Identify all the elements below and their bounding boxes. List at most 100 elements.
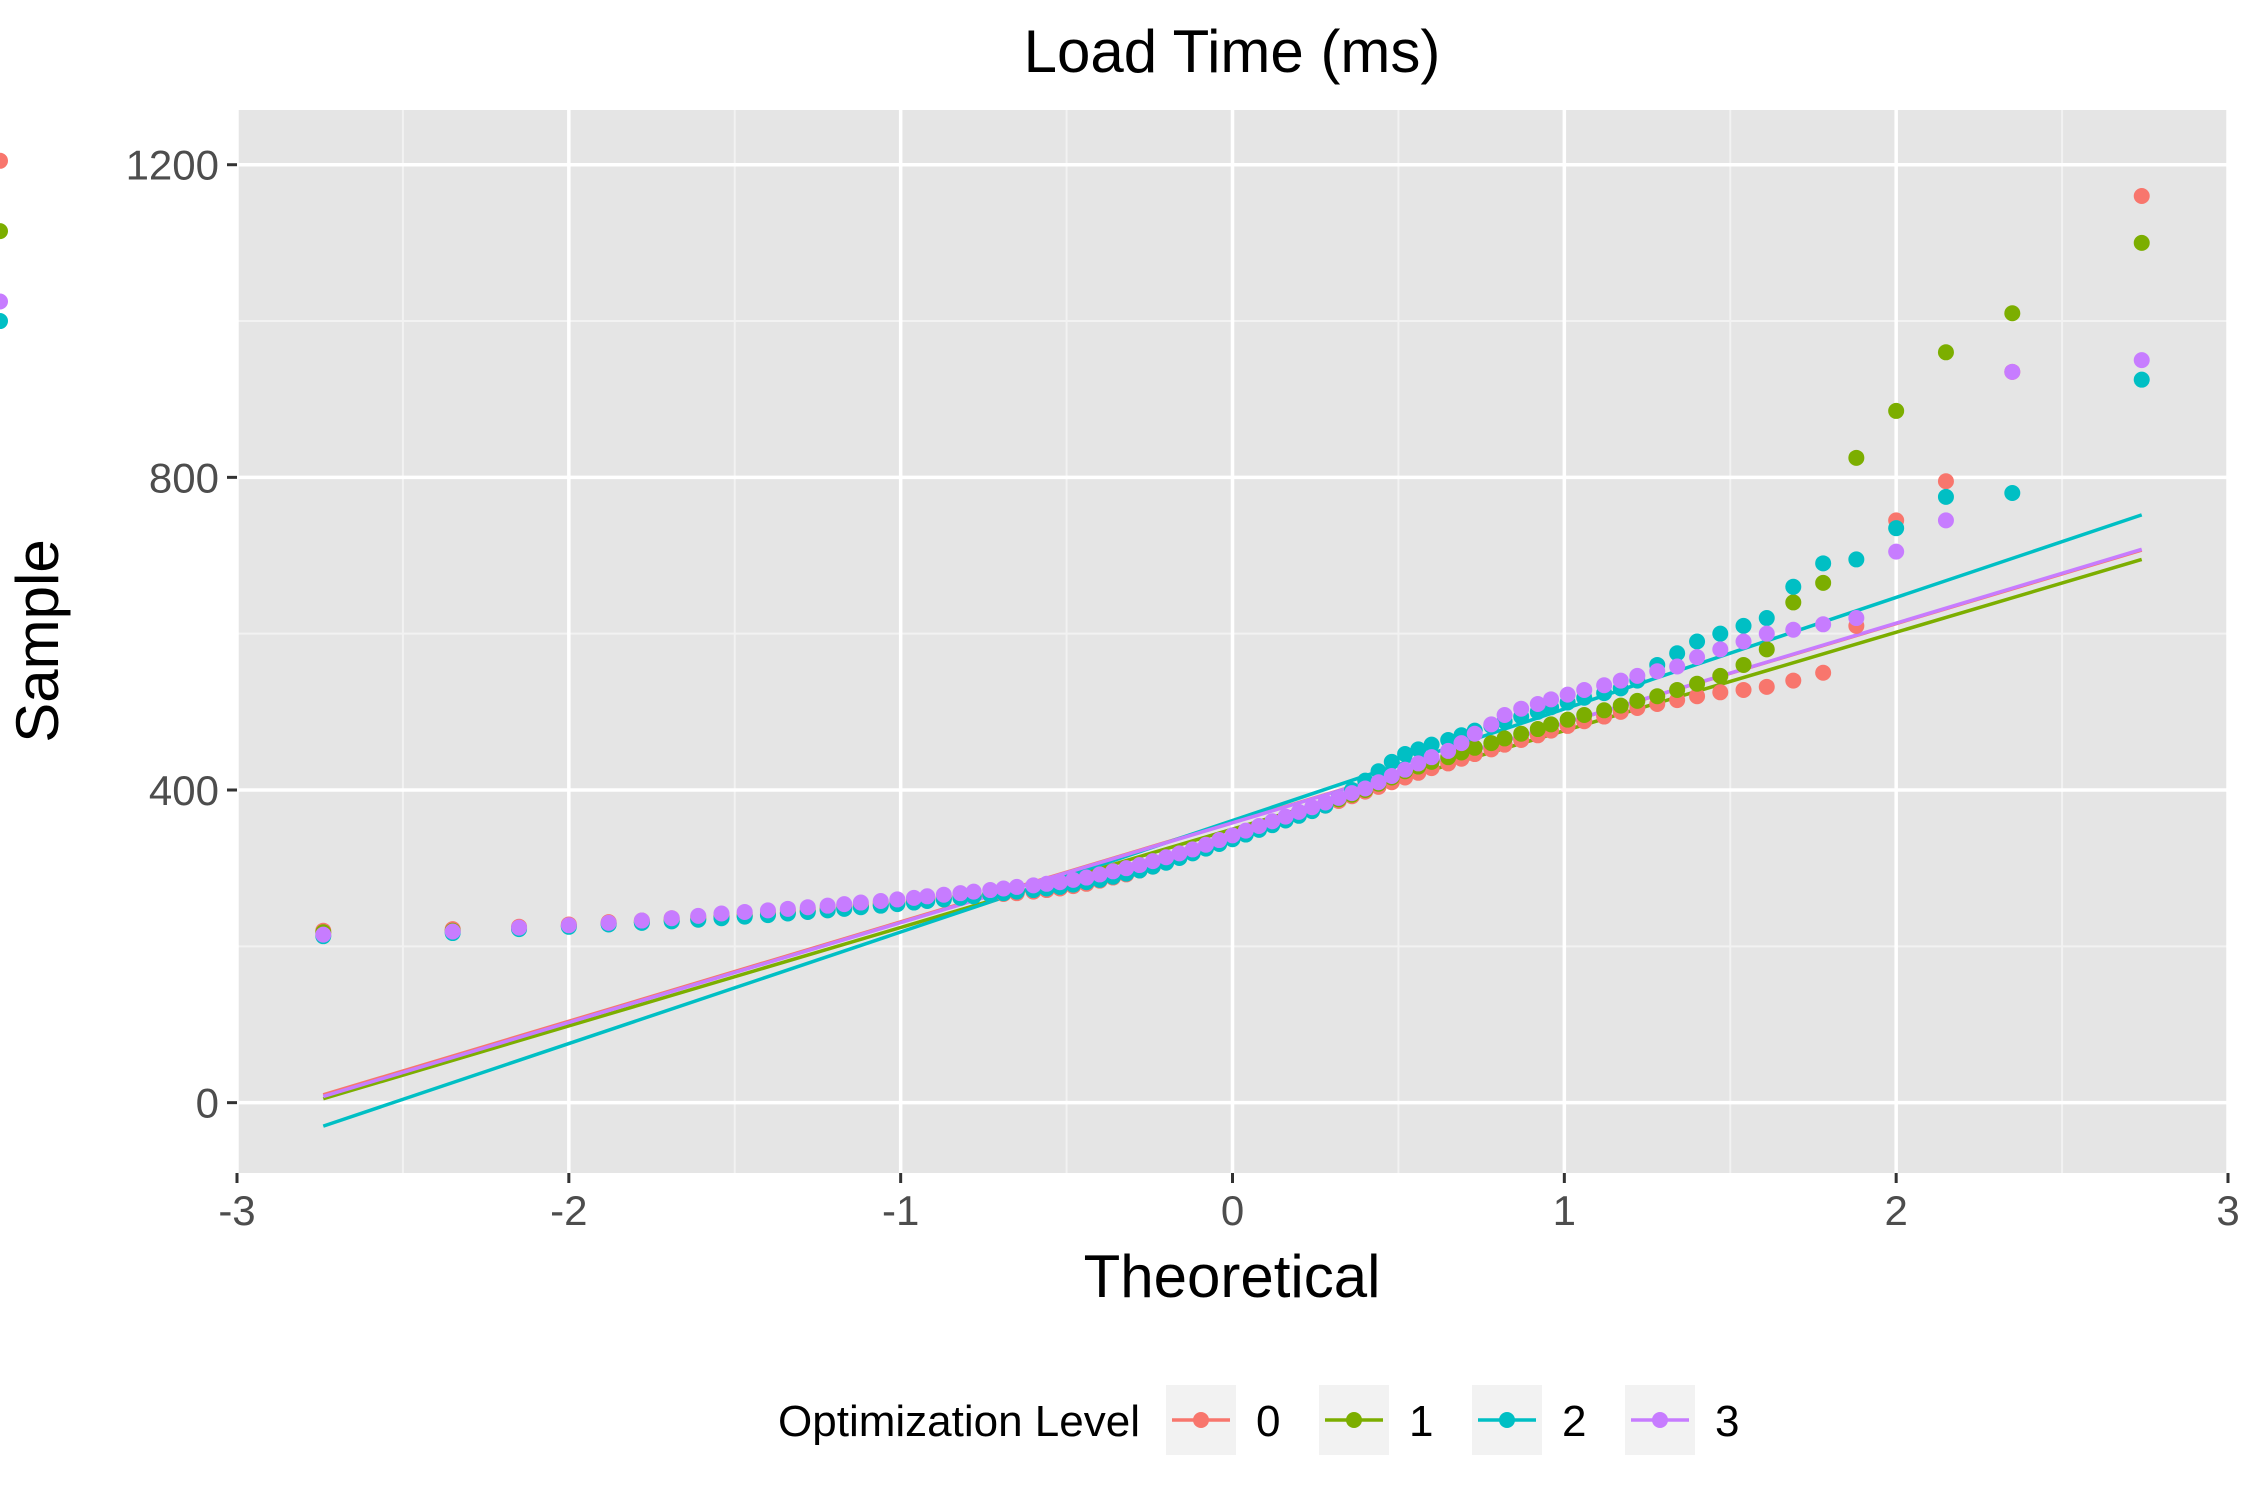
point-series-3 <box>1370 774 1387 791</box>
point-series-3 <box>1211 832 1228 849</box>
point-series-3 <box>1712 641 1729 658</box>
point-series-3 <box>1091 866 1108 883</box>
point-series-1 <box>1735 656 1752 673</box>
y-tick-label: 0 <box>196 1080 219 1127</box>
point-series-3 <box>1649 663 1666 680</box>
point-series-1 <box>1483 735 1500 752</box>
point-series-3 <box>1629 667 1646 684</box>
point-series-2 <box>1785 578 1802 595</box>
point-series-0 <box>1712 684 1729 701</box>
point-series-3 <box>935 886 952 903</box>
x-axis: -3 -2 -1 0 1 2 3 <box>218 1173 2240 1234</box>
point-series-3 <box>1669 658 1686 675</box>
point-series-3 <box>511 919 528 936</box>
point-series-3 <box>919 888 936 905</box>
point-series-2 <box>1440 731 1457 748</box>
point-series-1 <box>1496 730 1513 747</box>
point-series-3 <box>1171 845 1188 862</box>
point-series-3 <box>1304 799 1321 816</box>
legend-label-2: 2 <box>1562 1397 1586 1446</box>
point-series-3 <box>1144 853 1161 870</box>
point-series-3 <box>1051 874 1068 891</box>
point-series-3 <box>1596 677 1613 694</box>
point-series-3 <box>1785 621 1802 638</box>
point-series-3 <box>1576 681 1593 698</box>
point-series-3 <box>1440 742 1457 759</box>
point-series-2 <box>1848 551 1865 568</box>
legend-key-point <box>1652 1412 1668 1428</box>
point-series-3 <box>736 903 753 920</box>
point-series-3 <box>1290 803 1307 820</box>
point-series-1 <box>1576 706 1593 723</box>
point-series-2 <box>1397 746 1414 763</box>
point-series-3 <box>1065 871 1082 888</box>
point-series-1 <box>1758 641 1775 658</box>
y-tick-label: 800 <box>149 454 219 501</box>
point-series-1 <box>1629 692 1646 709</box>
point-series-0 <box>1735 681 1752 698</box>
point-series-3 <box>1410 755 1427 772</box>
point-series-3 <box>819 897 836 914</box>
point-series-2 <box>1669 645 1686 662</box>
point-series-3 <box>2004 363 2021 380</box>
y-axis-title: Sample <box>4 539 71 742</box>
point-series-3 <box>1453 735 1470 752</box>
point-series-3 <box>663 910 680 927</box>
point-series-3 <box>444 923 461 940</box>
point-series-3 <box>1025 877 1042 894</box>
point-series-3 <box>560 917 577 934</box>
point-series-3 <box>1317 794 1334 811</box>
point-series-2 <box>1888 520 1905 537</box>
x-tick-label: 3 <box>2216 1187 2239 1234</box>
point-series-3 <box>1612 672 1629 689</box>
legend-label-3: 3 <box>1715 1397 1739 1446</box>
legend-title: Optimization Level <box>778 1397 1140 1446</box>
y-axis: 0 400 800 1200 <box>126 142 237 1127</box>
point-series-1 <box>1649 688 1666 705</box>
point-series-1 <box>1888 402 1905 419</box>
point-series-2 <box>1712 625 1729 642</box>
point-series-0 <box>1785 672 1802 689</box>
point-series-3 <box>1483 716 1500 733</box>
point-series-3 <box>1423 749 1440 766</box>
point-series-2 <box>1383 753 1400 770</box>
point-series-3 <box>965 883 982 900</box>
x-tick-label: 2 <box>1884 1187 1907 1234</box>
point-series-3 <box>995 880 1012 897</box>
point-series-3 <box>1078 869 1095 886</box>
y-tick-label: 1200 <box>126 142 219 189</box>
point-series-3 <box>1496 706 1513 723</box>
point-series-3 <box>1008 878 1025 895</box>
point-series-1 <box>1848 449 1865 466</box>
point-series-3 <box>1038 875 1055 892</box>
point-series-1 <box>1513 725 1530 742</box>
y-tick-label: 400 <box>149 767 219 814</box>
legend-key-point <box>1193 1412 1209 1428</box>
point-series-3 <box>1383 767 1400 784</box>
x-tick-label: -1 <box>882 1187 919 1234</box>
point-series-3 <box>1758 625 1775 642</box>
legend-label-1: 1 <box>1409 1397 1433 1446</box>
point-series-3 <box>952 885 969 902</box>
point-series-3 <box>1237 822 1254 839</box>
point-series-3 <box>872 892 889 909</box>
point-series-3 <box>1397 761 1414 778</box>
x-tick-label: 0 <box>1221 1187 1244 1234</box>
point-series-3 <box>779 900 796 917</box>
x-tick-label: -3 <box>218 1187 255 1234</box>
point-series-1 <box>1815 574 1832 591</box>
x-axis-title: Theoretical <box>1084 1243 1381 1310</box>
point-series-3 <box>1224 827 1241 844</box>
point-series-3 <box>1357 780 1374 797</box>
chart-title: Load Time (ms) <box>1024 18 1441 85</box>
point-series-1 <box>1669 681 1686 698</box>
point-series-1 <box>1712 667 1729 684</box>
point-series-1 <box>2133 234 2150 251</box>
x-tick-label: 1 <box>1553 1187 1576 1234</box>
point-series-3 <box>799 899 816 916</box>
point-series-0 <box>1937 473 1954 490</box>
point-series-2 <box>1758 610 1775 627</box>
point-series-3 <box>0 293 8 310</box>
point-series-3 <box>1815 616 1832 633</box>
